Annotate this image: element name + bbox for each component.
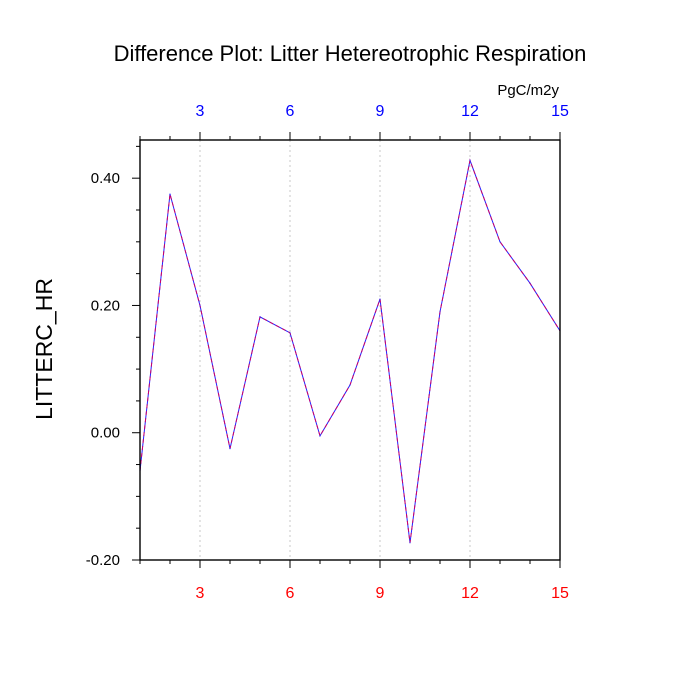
y-tick-label: 0.00 (91, 425, 120, 442)
y-tick-label: 0.20 (91, 297, 120, 314)
data-point (349, 384, 351, 386)
data-point (409, 542, 411, 544)
data-point (529, 282, 531, 284)
data-point (259, 316, 261, 318)
x-tick-label-top: 15 (551, 103, 569, 120)
data-point (499, 241, 501, 243)
units-label: PgC/m2y (497, 82, 559, 99)
y-axis-label: LITTERC_HR (31, 278, 57, 420)
data-point (469, 159, 471, 161)
x-tick-label-top: 9 (376, 103, 385, 120)
x-tick-label-bottom: 9 (376, 585, 385, 602)
x-tick-label-top: 3 (196, 103, 205, 120)
data-point (439, 311, 441, 313)
grid-lines (199, 140, 561, 560)
data-point (199, 304, 201, 307)
tick-labels: 0.40 0.20 0.00 -0.20 3 3 6 6 9 9 12 12 15 15 (86, 103, 569, 602)
x-tick-label-top: 12 (461, 103, 479, 120)
plot-frame (139, 139, 561, 561)
chart-title: Difference Plot: Litter Hetereotrophic R… (114, 41, 587, 66)
data-point (289, 332, 291, 334)
x-tick-label-bottom: 12 (461, 585, 479, 602)
x-tick-label-bottom: 15 (551, 585, 569, 602)
data-point (319, 435, 321, 437)
data-point (169, 193, 171, 195)
axis-ticks (132, 132, 561, 568)
x-tick-label-bottom: 3 (196, 585, 205, 602)
y-tick-label: -0.20 (86, 552, 120, 569)
y-tick-label: 0.40 (91, 170, 120, 187)
data-point (379, 298, 381, 300)
series-line (139, 158, 561, 543)
x-tick-label-top: 6 (286, 103, 295, 120)
x-tick-label-bottom: 6 (286, 585, 295, 602)
data-point (229, 448, 231, 450)
series-line-dashed (139, 158, 561, 543)
series-layer (139, 158, 561, 544)
